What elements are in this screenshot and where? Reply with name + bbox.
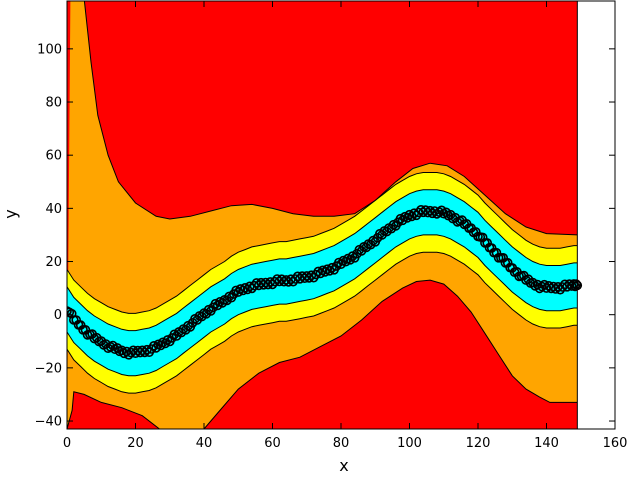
- data-point: [434, 207, 445, 217]
- x-tick-label: 80: [333, 436, 350, 451]
- x-axis-label: x: [339, 456, 348, 475]
- data-point: [235, 284, 246, 294]
- y-tick-label: 60: [45, 149, 62, 164]
- data-point: [560, 279, 570, 290]
- y-tick-label: 20: [45, 255, 62, 270]
- data-point: [149, 340, 159, 351]
- y-tick-label: 100: [37, 42, 62, 57]
- data-point: [67, 306, 72, 316]
- contour-bands: [67, 1, 578, 429]
- x-tick-label: 100: [397, 436, 422, 451]
- data-point: [546, 283, 557, 294]
- data-point: [238, 285, 248, 296]
- y-axis-ticks: −40 −20 0 20 40 60 80 100: [35, 42, 615, 430]
- data-point: [333, 257, 344, 268]
- contour-line-cyan-lower: [67, 234, 578, 377]
- data-point: [572, 280, 583, 291]
- data-point: [320, 267, 330, 277]
- x-tick-label: 60: [264, 436, 281, 451]
- x-tick-label: 160: [603, 436, 628, 451]
- data-point: [427, 208, 438, 219]
- data-point: [67, 308, 77, 319]
- contour-line-cyan-upper: [67, 189, 578, 332]
- x-axis-ticks: 0 20 40 60 80 100 120 140 160: [63, 1, 628, 451]
- y-tick-label: 40: [45, 202, 62, 217]
- data-point: [317, 265, 328, 276]
- data-point: [541, 283, 552, 293]
- plot-area: [67, 1, 615, 429]
- y-axis-label: y: [1, 209, 20, 218]
- data-point: [423, 207, 433, 218]
- x-tick-label: 20: [127, 436, 144, 451]
- data-point: [119, 348, 129, 359]
- y-tick-label: 0: [54, 308, 62, 323]
- x-tick-label: 120: [466, 436, 491, 451]
- contour-line-yellow-upper: [67, 172, 578, 314]
- contour-line-outer-upper: [83, 1, 578, 236]
- y-tick-label: −20: [35, 361, 62, 376]
- data-point: [566, 281, 577, 291]
- y-tick-label: 80: [45, 96, 62, 111]
- data-point: [162, 335, 173, 345]
- data-point: [210, 298, 221, 309]
- contour-line-outer-lower: [67, 279, 578, 429]
- y-tick-label: −40: [35, 415, 62, 430]
- data-point: [418, 207, 429, 218]
- data-point: [231, 285, 241, 296]
- data-point: [322, 264, 333, 275]
- contour-line-yellow-lower: [67, 251, 578, 394]
- data-point: [327, 262, 337, 273]
- data-point: [142, 344, 152, 355]
- data-point: [395, 213, 406, 224]
- data-point: [313, 266, 324, 277]
- contour-lines: [67, 1, 578, 429]
- data-point: [274, 276, 285, 287]
- scatter-series: [67, 205, 583, 360]
- data-point: [240, 282, 250, 293]
- x-tick-label: 140: [534, 436, 559, 451]
- data-point: [571, 279, 582, 289]
- data-point: [404, 209, 415, 220]
- contour-band-cyan: [67, 189, 578, 376]
- data-point: [301, 271, 312, 281]
- data-point: [537, 281, 547, 292]
- x-tick-label: 40: [196, 436, 213, 451]
- x-tick-label: 0: [63, 436, 71, 451]
